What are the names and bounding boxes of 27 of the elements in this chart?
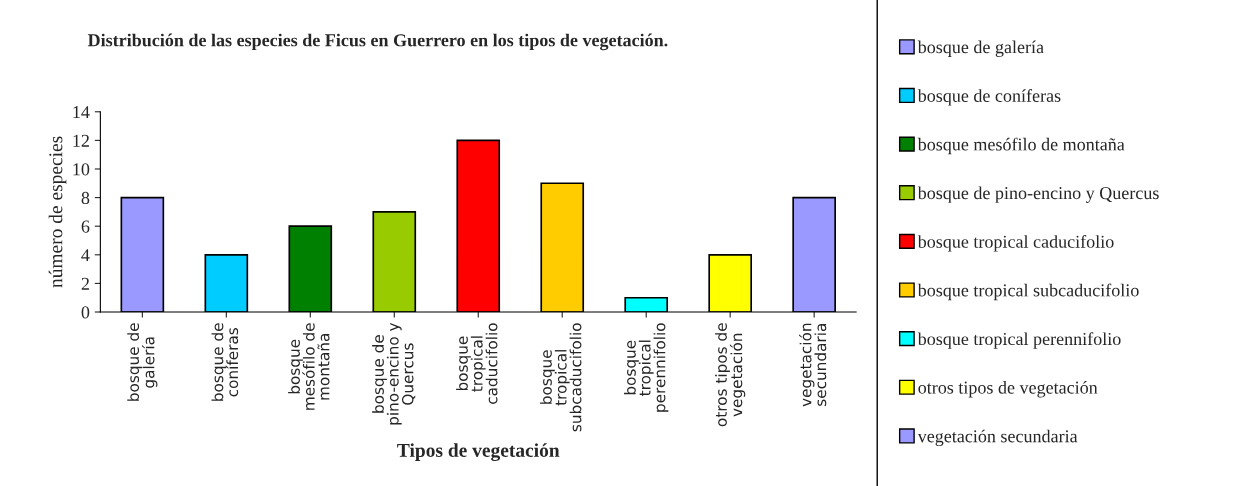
legend-label: bosque de coníferas <box>917 89 1061 106</box>
x-tick-label: bosque mesófilo de montaña <box>288 323 330 410</box>
legend-label: vegetación secundaria <box>917 429 1078 447</box>
y-tick-label: 12 <box>73 134 89 147</box>
chart-title: Distribución de las especies de Ficus en Guerrero en los tipos de vegetación. <box>87 33 668 51</box>
y-tick-label: 10 <box>73 163 90 176</box>
x-tick-label: bosque tropical caducifolio <box>456 323 498 404</box>
y-tick-label: 14 <box>73 106 90 119</box>
y-tick-label: 4 <box>81 249 90 262</box>
x-tick-label: bosque tropical perennifolio <box>624 323 669 412</box>
x-tick-label: otros tipos de vegetación <box>715 323 746 427</box>
y-axis-title: número de especies <box>48 136 67 288</box>
legend-label: bosque mesófilo de montaña <box>917 137 1125 155</box>
y-tick-label: 2 <box>81 277 89 290</box>
x-tick-label: bosque de coníferas <box>211 323 239 401</box>
x-axis-title: Tipos de vegetación <box>397 443 560 462</box>
x-tick-label: bosque de pino-encino y Quercus <box>372 322 416 425</box>
legend-label: bosque tropical subcaducifolio <box>917 283 1139 301</box>
y-tick-label: 8 <box>81 191 90 205</box>
legend-label: bosque de pino-encino y Quercus <box>917 186 1159 203</box>
x-tick-label: vegetación secundaria <box>799 323 827 407</box>
x-tick-label: bosque tropical subcaducifolio <box>540 323 582 432</box>
y-tick-label: 0 <box>81 306 90 319</box>
legend-label: bosque tropical caducifolio <box>917 234 1114 252</box>
legend-label: bosque de galería <box>917 40 1044 57</box>
y-tick-label: 6 <box>81 220 90 233</box>
x-tick-label: bosque de galería <box>127 323 158 401</box>
